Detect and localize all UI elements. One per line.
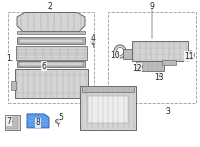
FancyBboxPatch shape [80,86,136,130]
Circle shape [55,119,61,123]
FancyBboxPatch shape [88,96,128,123]
Circle shape [138,65,142,69]
Text: 10: 10 [110,51,120,60]
PathPatch shape [27,114,49,128]
FancyBboxPatch shape [132,41,188,61]
Text: 4: 4 [91,34,95,43]
Ellipse shape [114,45,126,58]
FancyBboxPatch shape [17,37,85,44]
Text: 2: 2 [48,2,52,11]
Text: 3: 3 [166,107,170,116]
Text: 7: 7 [7,117,11,126]
FancyBboxPatch shape [11,81,16,90]
Ellipse shape [158,74,162,76]
Text: 6: 6 [42,62,46,71]
Text: 5: 5 [59,113,63,122]
Text: 11: 11 [184,52,194,61]
FancyBboxPatch shape [82,86,134,92]
Text: 1: 1 [7,54,11,63]
Ellipse shape [189,53,193,58]
FancyBboxPatch shape [17,31,85,34]
FancyBboxPatch shape [17,61,85,67]
FancyBboxPatch shape [136,61,164,71]
FancyBboxPatch shape [15,69,88,98]
Text: 12: 12 [132,64,142,73]
FancyBboxPatch shape [162,60,176,65]
FancyBboxPatch shape [7,117,18,129]
Ellipse shape [187,51,194,59]
Text: 8: 8 [36,118,40,127]
FancyBboxPatch shape [123,49,135,59]
Text: 9: 9 [150,2,154,11]
FancyBboxPatch shape [19,39,83,43]
Text: 13: 13 [154,73,164,82]
PathPatch shape [17,12,85,32]
Ellipse shape [116,47,124,56]
FancyBboxPatch shape [19,62,83,66]
FancyBboxPatch shape [5,115,20,130]
Circle shape [91,40,95,44]
FancyBboxPatch shape [16,46,87,60]
